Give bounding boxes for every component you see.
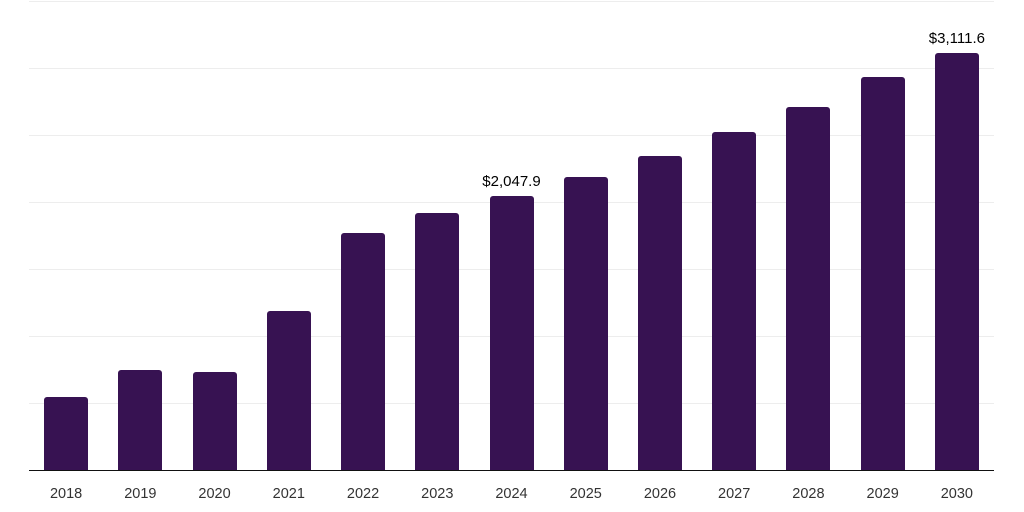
- gridline-2500: [29, 135, 994, 136]
- bar-2025: [563, 177, 608, 470]
- x-tick-2018: 2018: [49, 486, 83, 502]
- plot-area: $2,047.9 $3,111.6: [29, 1, 994, 471]
- bar-2023: [415, 212, 460, 470]
- x-tick-2023: 2023: [421, 486, 454, 502]
- x-tick-2027: 2027: [718, 486, 751, 502]
- bar-2026: [637, 155, 682, 470]
- bar-2020: [192, 371, 237, 470]
- x-tick-2028: 2028: [792, 486, 825, 502]
- x-tick-2020: 2020: [198, 486, 231, 502]
- x-tick-2030: 2030: [940, 486, 974, 502]
- bar-2024: [489, 195, 534, 470]
- bar-2021: [266, 311, 311, 470]
- x-tick-2029: 2029: [866, 486, 899, 502]
- bar-2030: [934, 53, 979, 470]
- bar-2018: [44, 396, 89, 470]
- data-label-2030: $3,111.6: [928, 30, 985, 48]
- bar-2028: [786, 106, 831, 470]
- x-tick-2022: 2022: [346, 486, 380, 502]
- bar-2022: [341, 232, 386, 470]
- bar-2029: [860, 77, 905, 470]
- gridline-3500: [29, 1, 994, 2]
- x-tick-2026: 2026: [643, 486, 677, 502]
- gridline-3000: [29, 68, 994, 69]
- bar-2019: [118, 369, 163, 470]
- x-tick-2024: 2024: [495, 486, 528, 502]
- x-tick-2021: 2021: [272, 486, 305, 502]
- data-label-2024: $2,047.9: [482, 172, 541, 190]
- bar-2027: [712, 131, 757, 470]
- x-tick-2025: 2025: [569, 486, 602, 502]
- x-tick-2019: 2019: [124, 486, 157, 502]
